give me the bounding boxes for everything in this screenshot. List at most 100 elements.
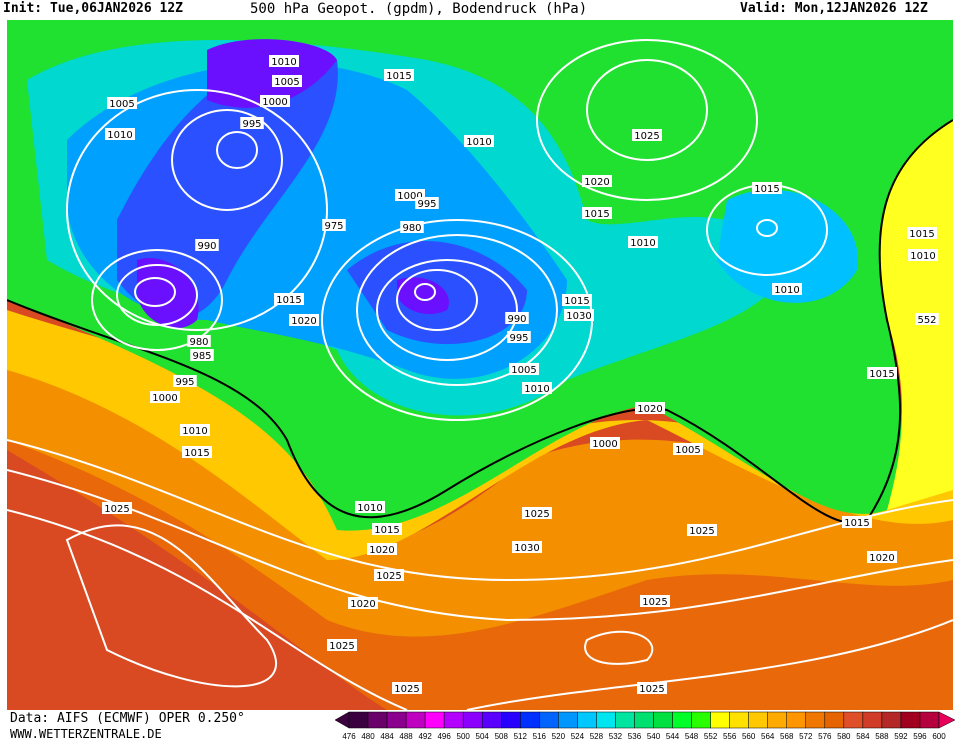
colorbar-swatch <box>881 711 902 729</box>
colorbar-swatch <box>367 711 388 729</box>
pressure-label-bg <box>582 175 612 187</box>
colorbar-arrow-high <box>938 711 956 729</box>
pressure-label-bg <box>195 239 219 251</box>
pressure-label-bg <box>269 55 299 67</box>
pressure-label-bg <box>180 424 210 436</box>
pressure-label-bg <box>842 516 872 528</box>
pressure-label: 1005 <box>274 77 299 88</box>
colorbar-tick-label: 536 <box>628 732 642 741</box>
pressure-label: 1025 <box>689 526 714 537</box>
pressure-label-bg <box>274 293 304 305</box>
colorbar-tick-label: 500 <box>457 732 471 741</box>
pressure-label-bg <box>372 523 402 535</box>
pressure-label-bg <box>673 443 703 455</box>
colorbar-swatch <box>748 711 768 729</box>
pressure-label: 1000 <box>262 97 287 108</box>
colorbar-tick-label: 552 <box>704 732 718 741</box>
pressure-label: 1015 <box>386 71 411 82</box>
pressure-label-bg <box>867 367 897 379</box>
header: Init: Tue,06JAN2026 12Z 500 hPa Geopot. … <box>0 0 959 20</box>
pressure-label-bg <box>187 335 211 347</box>
colorbar-swatch <box>843 711 864 729</box>
pressure-label-bg <box>907 227 937 239</box>
pressure-label-bg <box>752 182 782 194</box>
colorbar-swatch <box>481 711 502 729</box>
pressure-label: 1005 <box>109 99 134 110</box>
pressure-label-bg <box>173 375 197 387</box>
pressure-label-bg <box>464 135 494 147</box>
pressure-label-bg <box>512 541 542 553</box>
pressure-label: 990 <box>197 241 216 252</box>
pressure-label: 1010 <box>910 251 935 262</box>
pressure-label-bg <box>564 309 594 321</box>
colorbar-tick-label: 548 <box>685 732 699 741</box>
pressure-label: 1025 <box>639 684 664 695</box>
pressure-label: 995 <box>417 199 436 210</box>
colorbar-swatch <box>558 711 578 729</box>
pressure-label-bg <box>240 117 264 129</box>
pressure-label-bg <box>632 129 662 141</box>
pressure-label-bg <box>772 283 802 295</box>
colorbar-tick-label: 484 <box>380 732 394 741</box>
pressure-label: 985 <box>192 351 211 362</box>
colorbar-swatch <box>424 711 445 729</box>
colorbar-swatch <box>596 711 616 729</box>
colorbar-tick-label: 600 <box>932 732 946 741</box>
pressure-label-bg <box>562 294 592 306</box>
pressure-label-bg <box>400 221 424 233</box>
colorbar-swatch <box>386 711 407 729</box>
pressure-label: 1015 <box>909 229 934 240</box>
pressure-label: 1000 <box>397 191 422 202</box>
pressure-label: 1025 <box>634 131 659 142</box>
field-violet <box>137 39 449 329</box>
pressure-label-bg <box>522 507 552 519</box>
pressure-label-bg <box>102 502 132 514</box>
colorbar-tick-label: 588 <box>875 732 889 741</box>
colorbar-tick-label: 520 <box>552 732 566 741</box>
pressure-label-bg <box>107 97 137 109</box>
colorbar-legend: 476 480 484 488 492 496 500 504 508 512 516 520 524 5… <box>335 711 956 741</box>
pressure-label: 980 <box>402 223 421 234</box>
pressure-label: 990 <box>507 314 526 325</box>
pressure-label: 1010 <box>524 384 549 395</box>
pressure-label: 1015 <box>754 184 779 195</box>
pressure-label-bg <box>908 249 938 261</box>
pressure-label: 1015 <box>184 448 209 459</box>
pressure-label: 1030 <box>514 543 539 554</box>
colorbar-tick-label: 584 <box>856 732 870 741</box>
pressure-label: 1010 <box>107 130 132 141</box>
pressure-label-bg <box>150 391 180 403</box>
isobars <box>7 39 953 710</box>
pressure-label: 1015 <box>564 296 589 307</box>
valid-time: Valid: Mon,12JAN2026 12Z <box>740 1 928 16</box>
website: WWW.WETTERZENTRALE.DE <box>10 727 162 741</box>
colorbar-swatch <box>900 711 921 729</box>
colorbar-tick-label: 476 <box>342 732 356 741</box>
pressure-label-bg <box>327 639 357 651</box>
pressure-label-bg <box>415 197 439 209</box>
colorbar-tick-label: 488 <box>399 732 413 741</box>
pressure-label: 1015 <box>844 518 869 529</box>
field-lightgreen <box>879 80 953 510</box>
pressure-label-bg <box>322 219 346 231</box>
colorbar-tick-label: 564 <box>761 732 775 741</box>
pressure-label: 1015 <box>584 209 609 220</box>
colorbar-swatch <box>577 711 597 729</box>
colorbar-swatch <box>634 711 654 729</box>
colorbar-tick-label: 480 <box>361 732 375 741</box>
field-darkorange <box>7 340 953 637</box>
pressure-label: 1025 <box>104 504 129 515</box>
pressure-label: 995 <box>509 333 528 344</box>
pressure-label-bg <box>915 313 939 325</box>
pressure-label: 1020 <box>584 177 609 188</box>
pressure-label-bg <box>637 682 667 694</box>
colorbar-swatch <box>405 711 426 729</box>
pressure-label-bg <box>348 597 378 609</box>
colorbar-tick-label: 524 <box>571 732 585 741</box>
pressure-label: 1020 <box>291 316 316 327</box>
colorbar-swatch <box>653 711 673 729</box>
pressure-label-bg <box>392 682 422 694</box>
colorbar-swatch <box>443 711 464 729</box>
colorbar-swatch <box>615 711 635 729</box>
